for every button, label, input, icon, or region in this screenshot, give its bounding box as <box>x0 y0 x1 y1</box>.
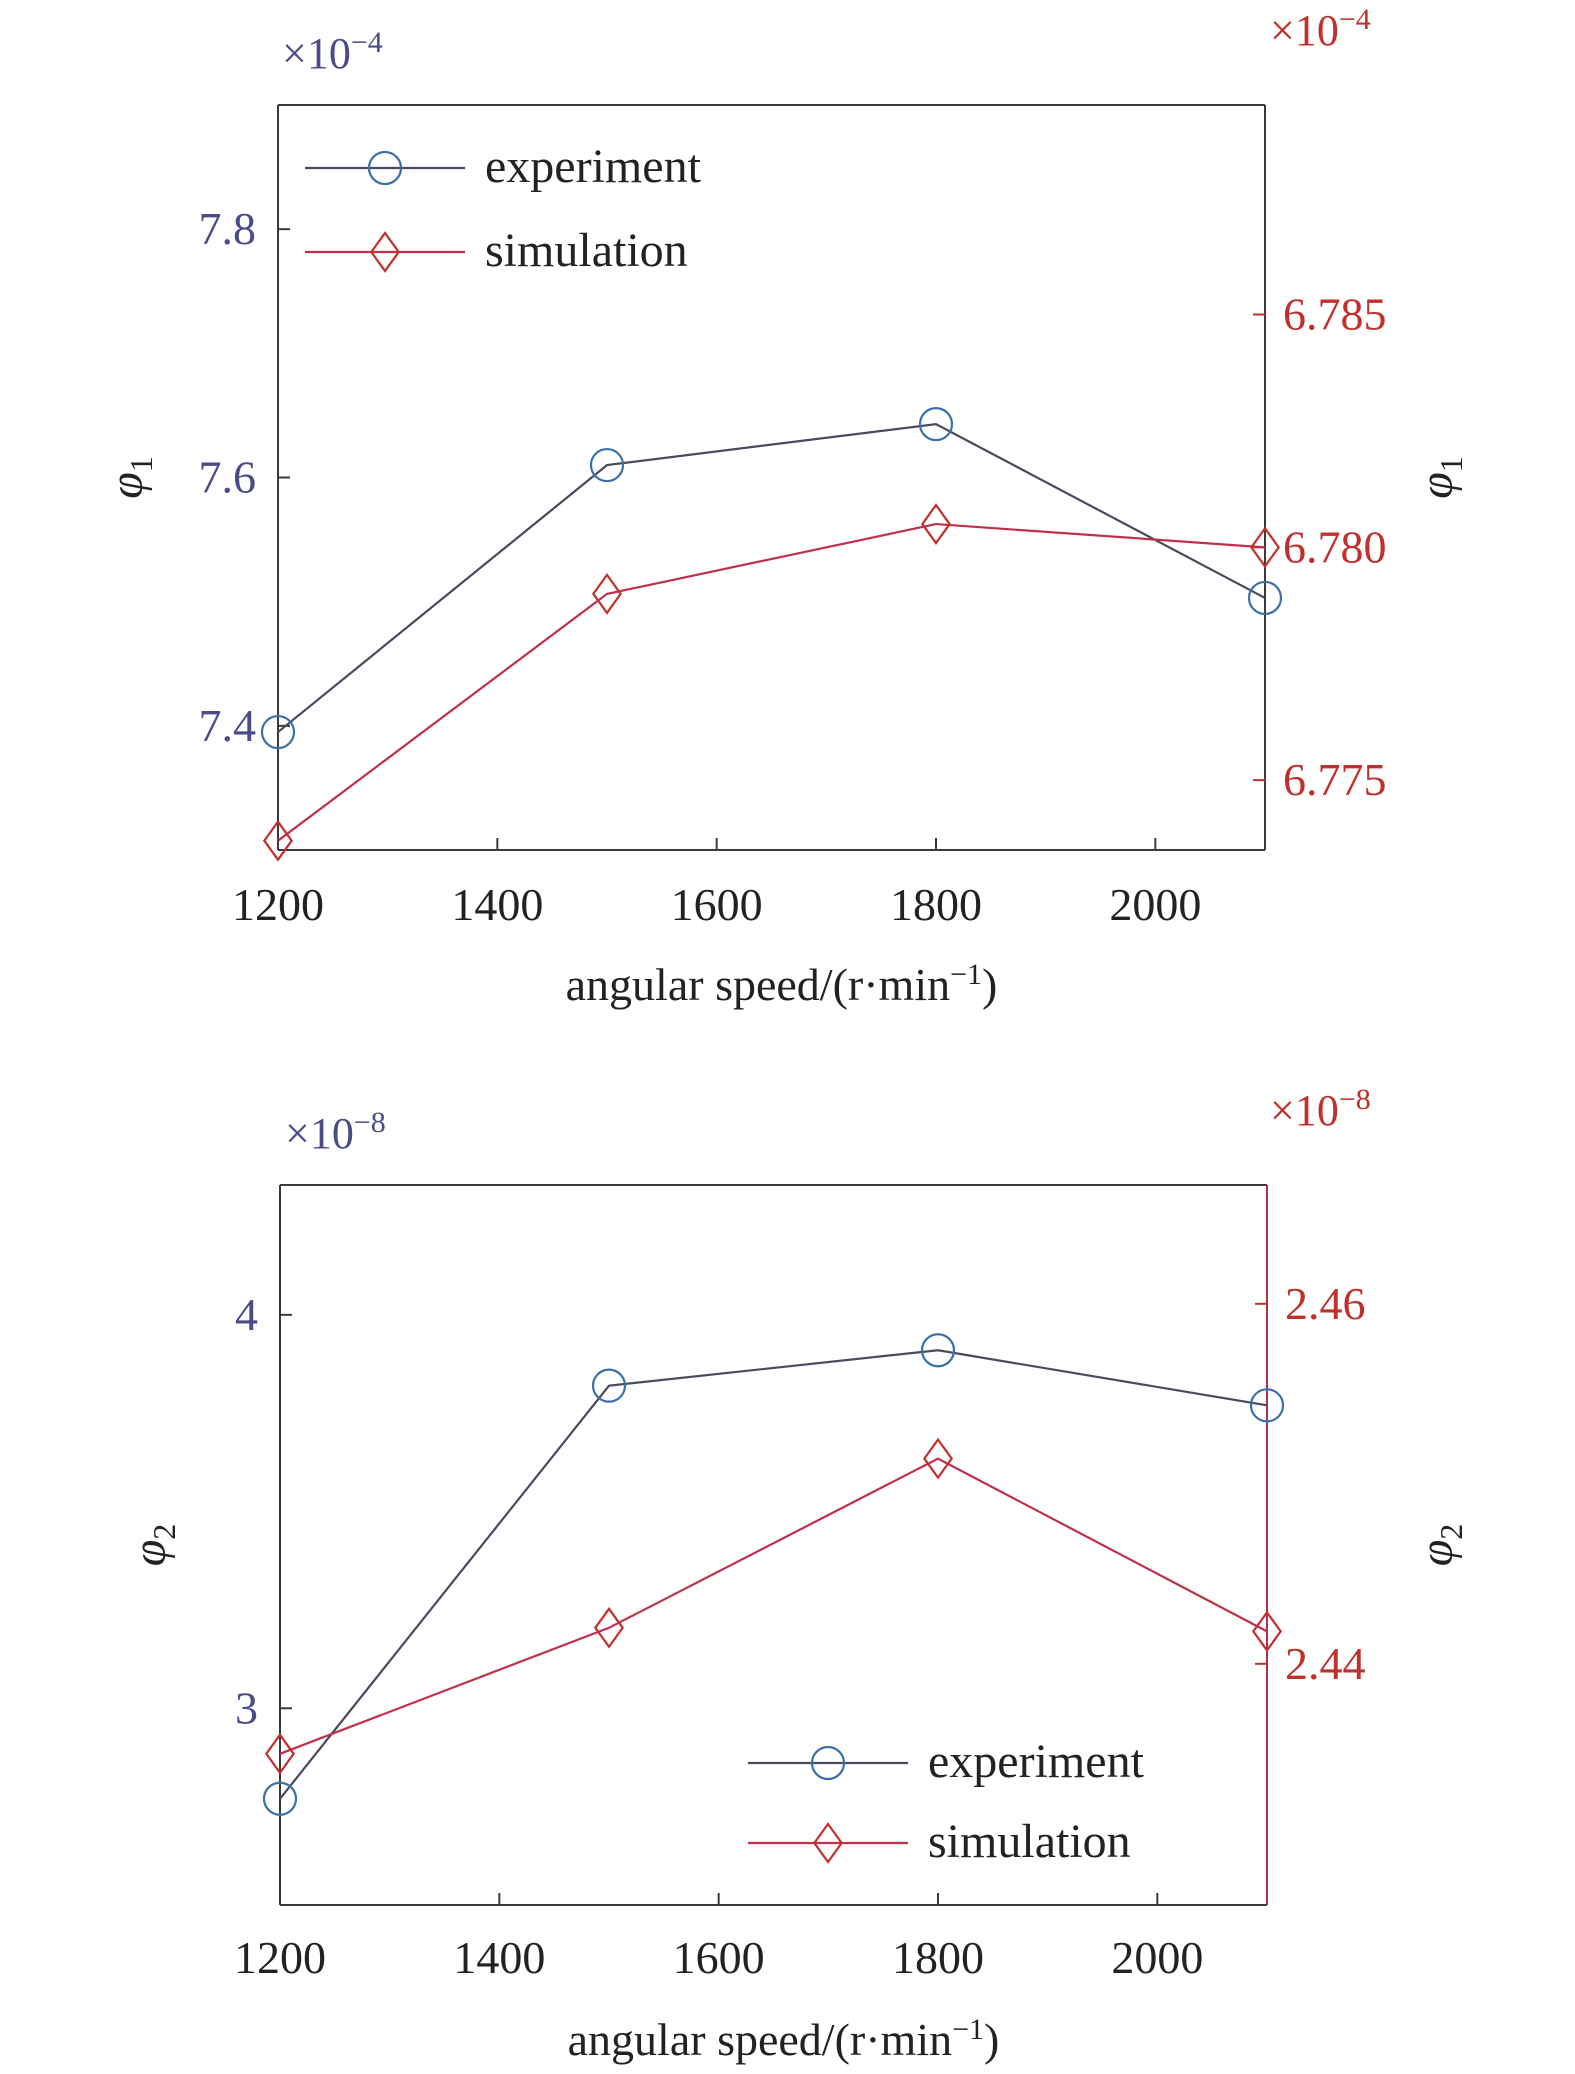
y-left-axis-label: φ1 <box>100 456 159 499</box>
y-right-tick-label: 6.780 <box>1283 521 1387 572</box>
series-line-experiment <box>277 422 1266 733</box>
legend-marker-simulation <box>369 231 401 273</box>
y-right-axis-label: φ2 <box>1410 1524 1469 1567</box>
legend-marker-simulation <box>812 1822 844 1864</box>
y-left-axis-label-text: φ2 <box>123 1524 182 1567</box>
y-left-axis-label: φ2 <box>123 1524 182 1567</box>
data-point-experiment <box>589 447 625 483</box>
y-left-tick-label: 7.6 <box>199 452 257 503</box>
y-left-axis-label-text: φ1 <box>100 456 159 499</box>
data-point-experiment <box>262 1781 298 1816</box>
data-point-simulation <box>920 503 952 545</box>
legend-label-simulation: simulation <box>485 224 688 277</box>
series-line-simulation <box>279 1457 1268 1755</box>
y-left-multiplier: ×10−8 <box>285 1106 386 1158</box>
chart-2: 1200 1400 1600 1800 2000 angular speed/(r·min… <box>123 1083 1469 2065</box>
legend-label-experiment: experiment <box>485 140 702 193</box>
y-right-axis-label-text: φ1 <box>1410 456 1469 499</box>
data-point-simulation <box>922 1437 954 1480</box>
data-point-experiment <box>260 714 296 750</box>
data-point-simulation <box>1249 526 1281 569</box>
y-left-multiplier: ×10−4 <box>282 26 383 78</box>
y-left-tick-label: 7.4 <box>199 700 257 751</box>
y-right-tick-label: 2.44 <box>1285 1638 1366 1689</box>
y-left-tick-label: 4 <box>235 1289 258 1340</box>
y-right-axis-label-text: φ2 <box>1410 1524 1469 1567</box>
y-right-multiplier: ×10−8 <box>1270 1083 1371 1135</box>
x-axis-label: angular speed/(r·min−1) <box>568 2013 1000 2065</box>
data-point-experiment <box>918 407 954 442</box>
x-tick-label: 1600 <box>673 1932 765 1983</box>
data-point-simulation <box>591 573 623 615</box>
x-axis-label: angular speed/(r·min−1) <box>566 958 998 1010</box>
x-tick-label: 1800 <box>890 879 982 930</box>
data-point-simulation <box>264 1732 296 1775</box>
data-point-experiment <box>1249 1388 1285 1423</box>
x-tick-label: 1800 <box>892 1932 984 1983</box>
data-point-experiment <box>591 1368 627 1403</box>
data-point-experiment <box>920 1333 956 1368</box>
legend-label-simulation: simulation <box>928 1815 1131 1868</box>
y-right-tick-label: 2.46 <box>1285 1278 1366 1329</box>
chart-1: 1200 1400 1600 1800 2000 angular speed/(r·min… <box>100 3 1469 1010</box>
y-right-tick-label: 6.785 <box>1283 289 1387 340</box>
x-tick-label: 1200 <box>234 1932 326 1983</box>
legend-marker-experiment <box>810 1745 846 1781</box>
series-line-experiment <box>279 1349 1268 1800</box>
x-tick-label: 2000 <box>1111 1932 1203 1983</box>
y-left-tick-label: 3 <box>235 1682 258 1733</box>
data-point-experiment <box>1247 580 1283 616</box>
y-right-axis-label: φ1 <box>1410 456 1469 499</box>
data-point-simulation <box>1251 1610 1283 1653</box>
legend-label-experiment: experiment <box>928 1735 1145 1788</box>
y-right-multiplier: ×10−4 <box>1270 3 1371 55</box>
y-left-tick-label: 7.8 <box>199 203 257 254</box>
legend-marker-experiment <box>367 150 403 186</box>
x-tick-label: 2000 <box>1109 879 1201 930</box>
x-tick-label: 1600 <box>671 879 763 930</box>
x-tick-label: 1400 <box>451 879 543 930</box>
data-point-simulation <box>262 819 294 862</box>
data-point-simulation <box>593 1606 625 1649</box>
x-tick-label: 1400 <box>453 1932 545 1983</box>
y-right-tick-label: 6.775 <box>1283 754 1387 805</box>
x-tick-label: 1200 <box>232 879 324 930</box>
series-line-simulation <box>277 522 1266 842</box>
